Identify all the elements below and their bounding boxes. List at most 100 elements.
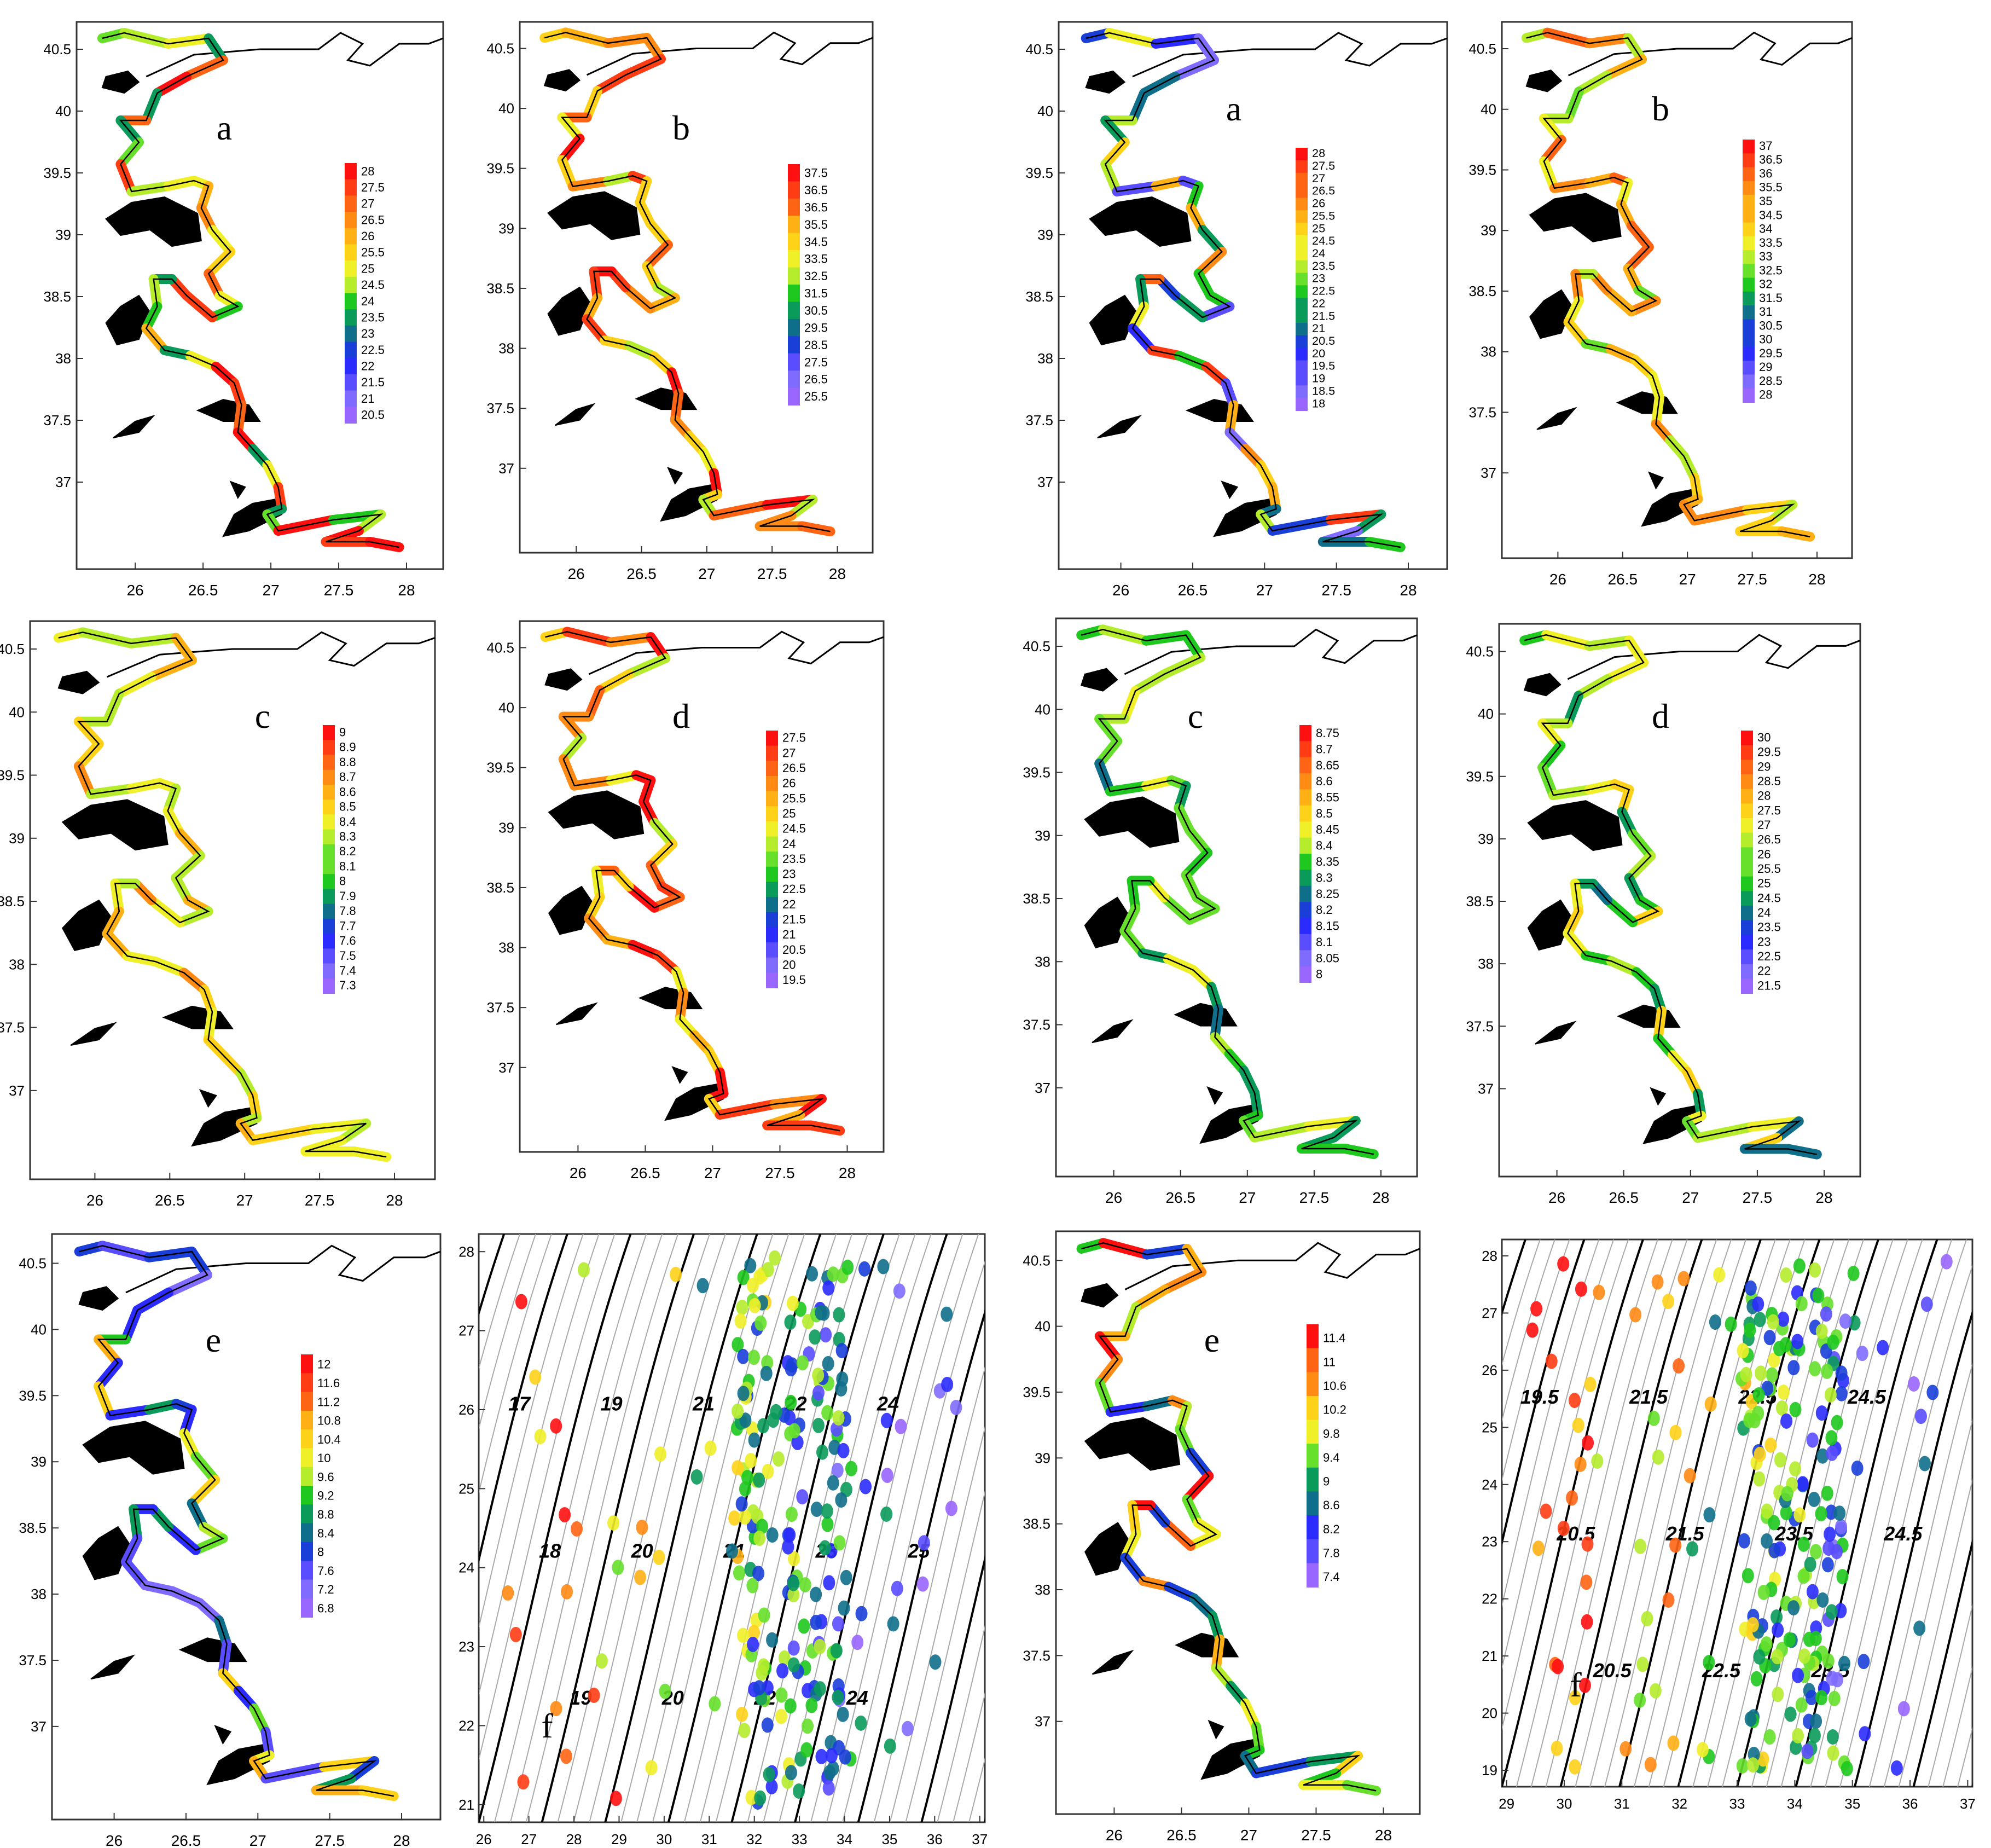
colorbar-label: 27 (1312, 171, 1325, 185)
colorbar-cell (1741, 876, 1753, 892)
colorbar-cell (766, 942, 778, 958)
colorbar-cell (1296, 185, 1308, 199)
colorbar-label: 27 (782, 746, 796, 760)
x-tick-label: 28 (829, 565, 846, 582)
colorbar-cell (323, 784, 335, 801)
colorbar-cell (345, 260, 357, 277)
data-point (880, 1506, 893, 1522)
y-tick-label: 40 (1481, 101, 1496, 118)
colorbar-label: 23 (1757, 935, 1771, 948)
colorbar-cell (766, 821, 778, 837)
colorbar-cell (1296, 285, 1308, 299)
colorbar-label: 8.4 (317, 1526, 334, 1540)
x-tick-label: 37 (972, 1831, 988, 1847)
y-tick-label: 37 (1037, 474, 1053, 490)
x-tick-label: 33 (1729, 1795, 1745, 1812)
data-point (659, 1683, 671, 1699)
plot-frame (1055, 1230, 1421, 1815)
data-point (1780, 1505, 1792, 1521)
colorbar-cell (788, 370, 800, 389)
colorbar-cell (1741, 760, 1753, 775)
colorbar-label: 28 (1312, 146, 1325, 160)
island (1647, 471, 1664, 490)
colorbar-cell (1296, 398, 1308, 411)
contour-line (1502, 1239, 1526, 1317)
y-tick-label: 39.5 (1023, 764, 1050, 781)
data-point (812, 1368, 825, 1383)
data-point (757, 1418, 770, 1434)
colorbar-label: 26.5 (1312, 184, 1335, 198)
plot-frame (76, 21, 444, 570)
colorbar-label: 35.5 (804, 218, 828, 231)
island (664, 1082, 724, 1121)
data-point (1736, 1758, 1749, 1774)
x-tick-label: 26.5 (155, 1192, 185, 1209)
y-tick-label: 38.5 (0, 893, 25, 909)
colorbar-cell (766, 957, 778, 974)
x-tick-label: 27 (1239, 1189, 1256, 1206)
map-panel-3: 26 26.5 27 27.5 2840.54039.53938.53837.537a2… (1025, 21, 1448, 599)
data-point (636, 1520, 648, 1536)
colorbar-label: 21.5 (782, 913, 806, 926)
colorbar-label: 26.5 (361, 213, 385, 227)
island (1523, 673, 1562, 697)
data-point (1797, 1536, 1810, 1552)
data-point (810, 1502, 823, 1517)
data-point (880, 1412, 893, 1428)
data-point (823, 1575, 835, 1591)
data-point (1619, 1741, 1632, 1757)
data-point (1740, 1366, 1752, 1382)
colorbar-cell (323, 844, 335, 860)
panel-letter: a (1226, 89, 1241, 128)
data-point (741, 1470, 754, 1486)
colorbar-label: 25 (782, 807, 796, 820)
y-tick-label: 23 (1482, 1533, 1497, 1550)
colorbar-cell (1299, 805, 1311, 822)
colorbar-cell (788, 267, 800, 285)
data-point (837, 1706, 849, 1722)
colorbar-cell (766, 912, 778, 928)
colorbar-cell (323, 769, 335, 785)
map-panel-1: 26 26.5 27 27.5 28 40.5 40 39.5 39 38.5 38 37.5 37 a 2… (43, 21, 444, 599)
colorbar-cell (1743, 277, 1755, 292)
island (1527, 899, 1572, 951)
colorbar-label: 7.7 (339, 919, 356, 932)
colorbar-label: 29.5 (804, 321, 828, 334)
map-panel-5: 26 26.5 27 27.5 28 40.5 40 39.5 39 38.5 38 37.5 37 c 9… (0, 620, 436, 1209)
colorbar-cell (1741, 978, 1753, 994)
y-tick-label: 38 (498, 940, 514, 956)
x-tick-label: 27.5 (1321, 582, 1351, 599)
data-point (1772, 1622, 1784, 1638)
data-point (1831, 1672, 1844, 1688)
y-tick-label: 24 (458, 1560, 474, 1576)
y-tick-label: 38.5 (1023, 890, 1050, 907)
data-point (612, 1560, 624, 1575)
contour-line (1589, 1239, 1732, 1787)
y-tick-label: 27 (458, 1323, 474, 1339)
island (1206, 1086, 1223, 1105)
data-point (737, 1627, 750, 1643)
colorbar-label: 19.5 (1312, 359, 1335, 373)
contour-field: 1718191920202121222223242425 (479, 1234, 985, 1822)
data-point (1566, 1490, 1578, 1506)
colorbar-label: 8.1 (339, 859, 356, 873)
panel-letter: f (1570, 1665, 1582, 1704)
data-point (654, 1446, 667, 1462)
x-tick-label: 28 (393, 1832, 410, 1848)
colorbar-cell (1299, 918, 1311, 935)
data-point (745, 1452, 757, 1468)
colorbar-cell (1296, 172, 1308, 186)
contour-line (1912, 1538, 1972, 1787)
data-point (1763, 1330, 1776, 1346)
data-point (1809, 1544, 1822, 1560)
colorbar-cell (1743, 264, 1755, 279)
island (1089, 196, 1192, 247)
data-point (1551, 1740, 1563, 1756)
colorbar-label: 36.5 (804, 200, 828, 214)
y-tick-label: 37.5 (1023, 1017, 1050, 1033)
y-tick-label: 38 (1481, 344, 1496, 360)
island (1529, 289, 1573, 339)
data-point (835, 1343, 848, 1359)
island (1080, 668, 1118, 692)
colorbar-label: 8.05 (1316, 951, 1339, 965)
